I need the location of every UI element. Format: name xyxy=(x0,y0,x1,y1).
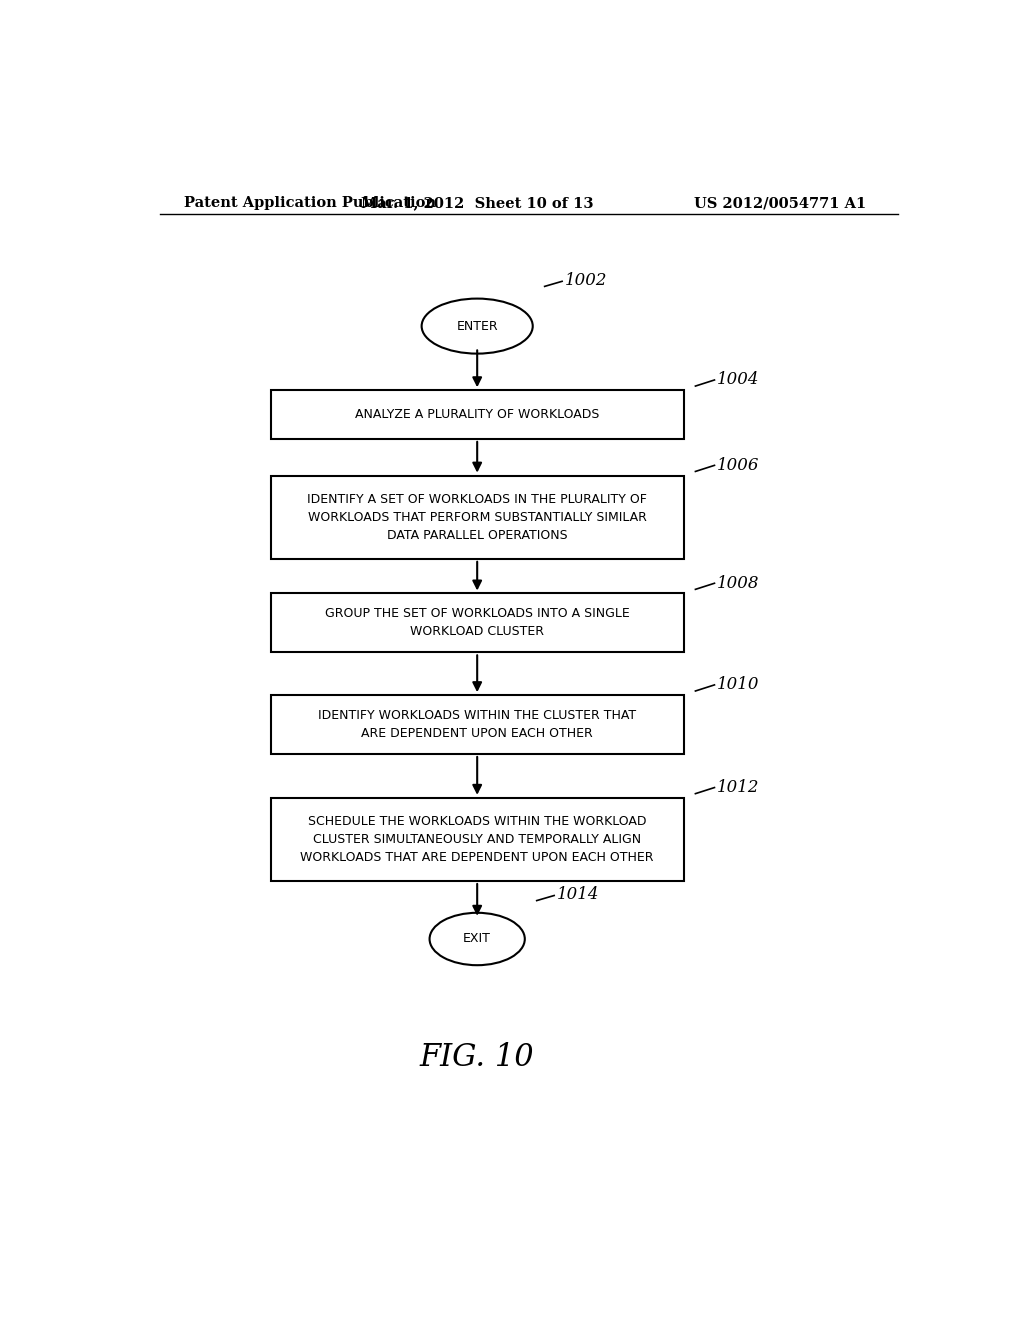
Ellipse shape xyxy=(430,913,525,965)
Ellipse shape xyxy=(422,298,532,354)
Text: US 2012/0054771 A1: US 2012/0054771 A1 xyxy=(694,197,866,210)
Text: IDENTIFY WORKLOADS WITHIN THE CLUSTER THAT
ARE DEPENDENT UPON EACH OTHER: IDENTIFY WORKLOADS WITHIN THE CLUSTER TH… xyxy=(318,709,636,741)
FancyBboxPatch shape xyxy=(270,696,684,754)
Text: 1002: 1002 xyxy=(564,272,607,289)
Text: ANALYZE A PLURALITY OF WORKLOADS: ANALYZE A PLURALITY OF WORKLOADS xyxy=(355,408,599,421)
Text: IDENTIFY A SET OF WORKLOADS IN THE PLURALITY OF
WORKLOADS THAT PERFORM SUBSTANTI: IDENTIFY A SET OF WORKLOADS IN THE PLURA… xyxy=(307,492,647,541)
Text: 1004: 1004 xyxy=(717,371,760,388)
Text: 1008: 1008 xyxy=(717,574,760,591)
FancyBboxPatch shape xyxy=(270,594,684,652)
Text: 1012: 1012 xyxy=(717,779,760,796)
Text: Mar. 1, 2012  Sheet 10 of 13: Mar. 1, 2012 Sheet 10 of 13 xyxy=(360,197,594,210)
Text: SCHEDULE THE WORKLOADS WITHIN THE WORKLOAD
CLUSTER SIMULTANEOUSLY AND TEMPORALLY: SCHEDULE THE WORKLOADS WITHIN THE WORKLO… xyxy=(300,814,654,863)
Text: EXIT: EXIT xyxy=(463,932,492,945)
Text: 1006: 1006 xyxy=(717,457,760,474)
Text: FIG. 10: FIG. 10 xyxy=(420,1043,535,1073)
FancyBboxPatch shape xyxy=(270,797,684,880)
Text: 1014: 1014 xyxy=(557,886,599,903)
FancyBboxPatch shape xyxy=(270,391,684,440)
FancyBboxPatch shape xyxy=(270,475,684,558)
Text: ENTER: ENTER xyxy=(457,319,498,333)
Text: Patent Application Publication: Patent Application Publication xyxy=(183,197,435,210)
Text: 1010: 1010 xyxy=(717,676,760,693)
Text: GROUP THE SET OF WORKLOADS INTO A SINGLE
WORKLOAD CLUSTER: GROUP THE SET OF WORKLOADS INTO A SINGLE… xyxy=(325,607,630,639)
